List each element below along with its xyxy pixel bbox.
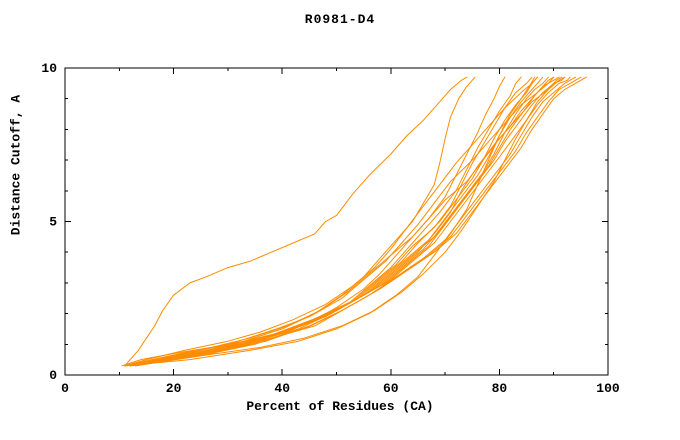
- x-tick-label: 80: [492, 381, 508, 396]
- series-line: [124, 76, 555, 367]
- series-line: [129, 76, 544, 367]
- series-line: [135, 76, 582, 367]
- y-tick-label: 5: [49, 215, 57, 230]
- series-line: [124, 76, 538, 367]
- series-line: [129, 76, 533, 367]
- series-line: [124, 76, 536, 367]
- series-line: [124, 76, 468, 367]
- series-line: [129, 76, 563, 367]
- x-tick-label: 0: [61, 381, 69, 396]
- series-line: [124, 76, 522, 367]
- x-tick-label: 60: [383, 381, 399, 396]
- x-tick-label: 40: [274, 381, 290, 396]
- series-line: [124, 76, 538, 367]
- y-tick-label: 10: [41, 61, 57, 76]
- series-line: [121, 76, 476, 367]
- chart-title: R0981-D4: [304, 12, 376, 27]
- x-tick-label: 100: [596, 381, 620, 396]
- series-line: [126, 76, 549, 367]
- x-tick-label: 20: [166, 381, 182, 396]
- series-line: [129, 76, 566, 367]
- series-line: [135, 76, 571, 367]
- series-line: [129, 76, 560, 367]
- x-axis-label: Percent of Residues (CA): [246, 399, 434, 414]
- y-tick-label: 0: [49, 368, 57, 383]
- series-line: [135, 76, 587, 367]
- series-line: [129, 76, 555, 367]
